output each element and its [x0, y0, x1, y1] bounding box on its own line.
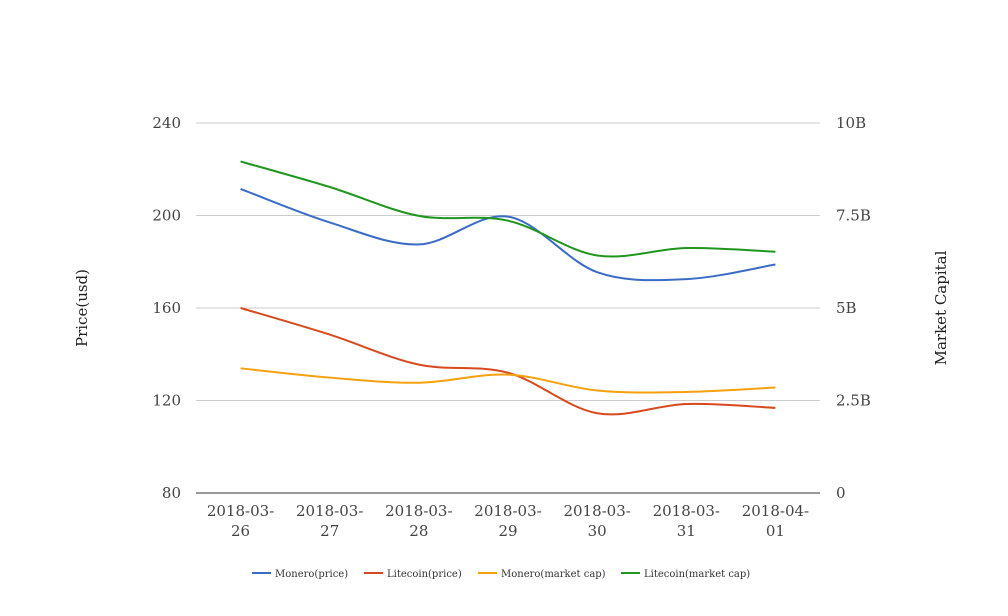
x-tick-label-line: 2018-03-: [296, 502, 363, 520]
x-tick-label: 2018-03- 31: [653, 502, 720, 540]
left-axis-ticks: 80 120 160 200 240: [152, 114, 181, 502]
right-tick-label: 2.5B: [836, 392, 871, 410]
x-tick-label: 2018-04- 01: [742, 502, 809, 540]
left-axis-title: Price(usd): [73, 269, 91, 347]
left-tick-label: 160: [152, 299, 181, 317]
x-tick-label: 2018-03- 29: [474, 502, 541, 540]
right-tick-label: 0: [836, 484, 846, 502]
x-tick-label-line: 2018-03-: [385, 502, 452, 520]
legend-label: Litecoin(price): [387, 569, 462, 580]
x-tick-label-line: 2018-03-: [653, 502, 720, 520]
x-tick-label-line: 28: [409, 522, 428, 540]
x-tick-label: 2018-03- 30: [563, 502, 630, 540]
series-line-monero-market-cap: [240, 367, 776, 394]
series-line-litecoin-price: [240, 307, 776, 416]
legend-item: Litecoin(price): [364, 569, 462, 580]
left-tick-label: 240: [152, 114, 181, 132]
right-axis-title: Market Capital: [932, 250, 950, 365]
right-tick-label: 7.5B: [836, 207, 871, 225]
x-tick-label-line: 01: [766, 522, 785, 540]
x-tick-label: 2018-03- 27: [296, 502, 363, 540]
series-line-litecoin-market-cap: [240, 160, 776, 258]
left-tick-label: 120: [152, 392, 181, 410]
x-tick-label-line: 2018-03-: [207, 502, 274, 520]
legend-label: Monero(market cap): [501, 569, 606, 580]
x-tick-label-line: 29: [498, 522, 517, 540]
x-tick-label-line: 30: [588, 522, 607, 540]
x-tick-label-line: 2018-04-: [742, 502, 809, 520]
x-tick-label-line: 2018-03-: [563, 502, 630, 520]
x-axis-ticks: 2018-03- 26 2018-03- 27 2018-03- 28 2018-03- 29…: [207, 502, 809, 540]
x-tick-label-line: 27: [320, 522, 339, 540]
right-tick-label: 5B: [836, 299, 857, 317]
series-lines: [240, 160, 776, 416]
x-tick-label: 2018-03- 28: [385, 502, 452, 540]
legend-item: Litecoin(market cap): [621, 569, 750, 580]
left-tick-label: 80: [162, 484, 181, 502]
x-tick-label-line: 2018-03-: [474, 502, 541, 520]
right-tick-label: 10B: [836, 114, 866, 132]
right-axis-ticks: 0 2.5B 5B 7.5B 10B: [836, 114, 871, 502]
legend-item: Monero(market cap): [478, 569, 606, 580]
legend-label: Monero(price): [275, 569, 348, 580]
left-tick-label: 200: [152, 207, 181, 225]
x-tick-label-line: 31: [677, 522, 696, 540]
x-tick-label-line: 26: [231, 522, 250, 540]
series-line-monero-price: [240, 187, 776, 282]
legend: Monero(price) Litecoin(price) Monero(marke…: [252, 569, 750, 580]
legend-label: Litecoin(market cap): [644, 569, 750, 580]
x-tick-label: 2018-03- 26: [207, 502, 274, 540]
grid-lines: [196, 122, 820, 401]
legend-item: Monero(price): [252, 569, 348, 580]
